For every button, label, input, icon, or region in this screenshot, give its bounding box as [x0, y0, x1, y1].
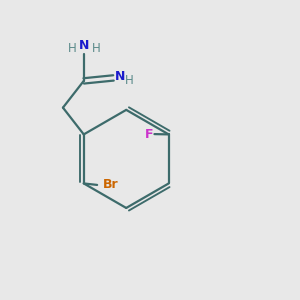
- Text: H: H: [68, 42, 77, 55]
- Text: H: H: [125, 74, 134, 87]
- Text: H: H: [92, 42, 100, 55]
- Text: N: N: [79, 39, 89, 52]
- Text: N: N: [115, 70, 125, 83]
- Text: F: F: [145, 128, 153, 141]
- Text: Br: Br: [103, 178, 118, 191]
